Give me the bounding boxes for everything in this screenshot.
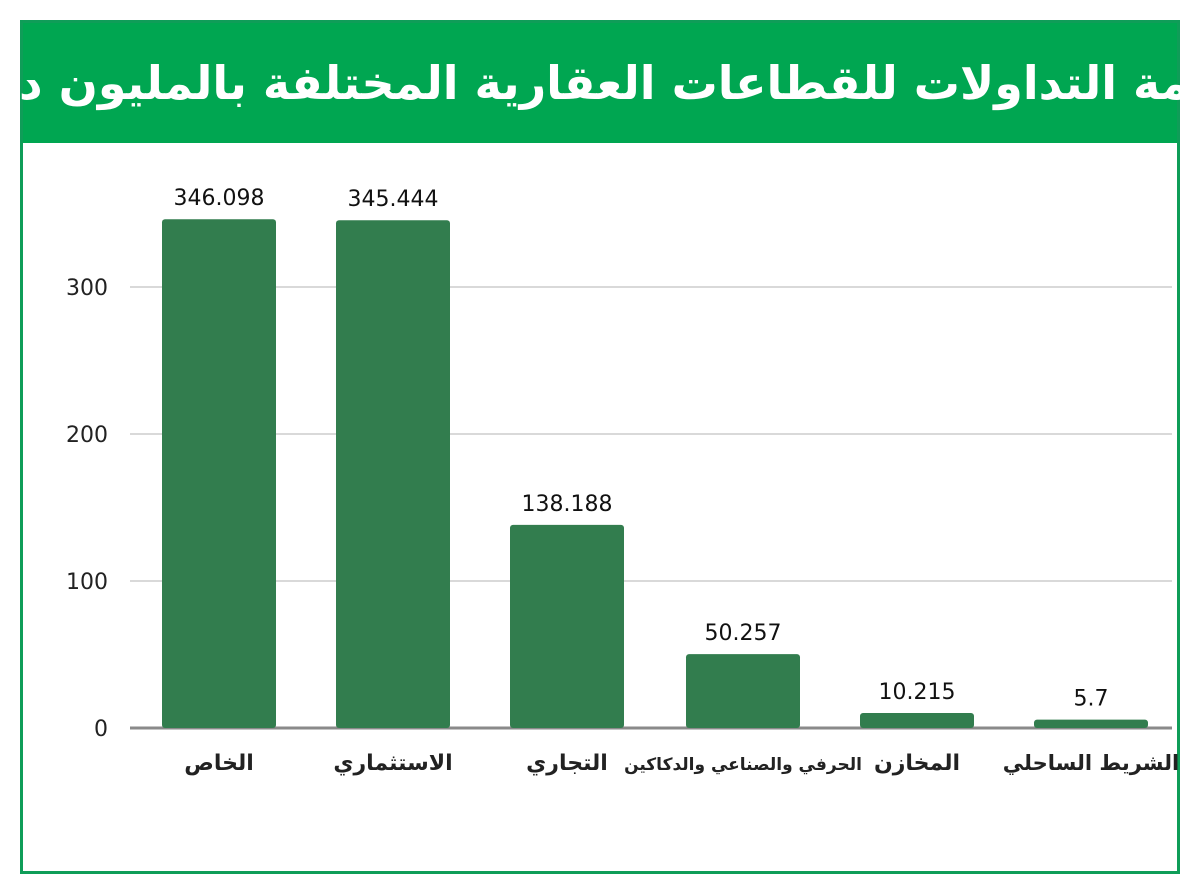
y-tick-label: 100 bbox=[66, 570, 108, 595]
bar bbox=[510, 524, 624, 728]
bar bbox=[860, 712, 974, 728]
bar bbox=[162, 219, 276, 728]
data-label: 346.098 bbox=[174, 186, 265, 211]
data-label: 138.188 bbox=[522, 492, 613, 517]
bar bbox=[336, 220, 450, 728]
x-tick-label: الحرفي والصناعي والدكاكين bbox=[624, 755, 862, 775]
x-tick-label: المخازن bbox=[874, 751, 960, 776]
title-bar bbox=[23, 23, 1177, 143]
data-label: 5.7 bbox=[1074, 687, 1109, 712]
bar bbox=[686, 654, 800, 728]
data-label: 345.444 bbox=[348, 187, 439, 212]
data-label: 10.215 bbox=[879, 680, 956, 705]
x-tick-label: الاستثماري bbox=[333, 751, 452, 776]
x-tick-label: الخاص bbox=[184, 751, 254, 776]
x-tick-label: الشريط الساحلي bbox=[1003, 751, 1180, 775]
data-label: 50.257 bbox=[705, 621, 782, 646]
x-tick-label: التجاري bbox=[526, 751, 608, 776]
bar bbox=[1034, 719, 1148, 728]
chart-title: قيمة التداولات للقطاعات العقارية المختلف… bbox=[0, 56, 1200, 110]
y-tick-label: 0 bbox=[94, 717, 108, 742]
y-tick-label: 200 bbox=[66, 423, 108, 448]
y-tick-label: 300 bbox=[66, 276, 108, 301]
